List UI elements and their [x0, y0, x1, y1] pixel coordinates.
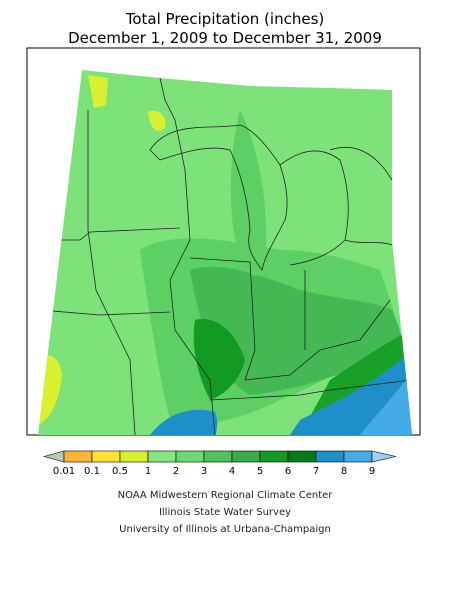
legend-swatch — [287, 450, 317, 463]
state-line — [209, 379, 412, 401]
michigan-shore — [279, 150, 349, 266]
state-line — [244, 299, 391, 381]
legend-swatch — [175, 450, 205, 463]
legend-swatch — [119, 450, 149, 463]
legend-arrow-below — [42, 450, 65, 463]
field-0.5-1 — [148, 110, 166, 132]
field-0.5-1 — [88, 75, 108, 108]
legend-label: 0.5 — [112, 466, 128, 477]
field-7-8 — [360, 370, 412, 435]
state-line — [189, 257, 251, 263]
legend-label: 1 — [145, 466, 151, 477]
legend-swatch — [203, 450, 233, 463]
state-line — [87, 110, 136, 435]
state-line — [244, 261, 256, 381]
legend-label: 2 — [173, 466, 179, 477]
title-line: Total Precipitation (inches) — [125, 10, 325, 28]
legend-label: 4 — [229, 466, 235, 477]
precip-field — [38, 70, 412, 435]
credit-line: NOAA Midwestern Regional Climate Center — [118, 490, 334, 501]
field-2-3 — [230, 110, 267, 276]
credit-line: University of Illinois at Urbana-Champai… — [119, 524, 331, 535]
legend-swatch — [147, 450, 177, 463]
legend-label: 3 — [201, 466, 207, 477]
legend-swatch — [315, 450, 345, 463]
legend-label: 9 — [369, 466, 375, 477]
legend-label: 0.1 — [84, 466, 100, 477]
state-line — [48, 227, 181, 241]
legend-label: 7 — [313, 466, 319, 477]
color-legend: 0.01 0.1 0.5 1 2 3 4 5 6 7 8 9 — [42, 450, 397, 477]
legend-label: 5 — [257, 466, 263, 477]
legend-label: 8 — [341, 466, 347, 477]
legend-arrow-above — [371, 450, 397, 463]
legend-swatch — [231, 450, 261, 463]
legend-swatch — [91, 450, 121, 463]
legend-swatch — [343, 450, 373, 463]
boundaries — [39, 77, 412, 435]
field-4-5 — [193, 319, 245, 400]
title-line: December 1, 2009 to December 31, 2009 — [68, 29, 382, 47]
legend-swatch — [63, 450, 93, 463]
state-line — [159, 77, 216, 435]
credit-line: Illinois State Water Survey — [159, 507, 291, 518]
state-line — [39, 309, 171, 316]
legend-label: 0.01 — [53, 466, 75, 477]
legend-label: 6 — [285, 466, 291, 477]
field-6-7 — [150, 409, 218, 435]
legend-swatch — [259, 450, 289, 463]
great-lakes-shore — [329, 146, 393, 246]
lake-michigan-shore — [149, 124, 288, 271]
map — [26, 47, 421, 436]
